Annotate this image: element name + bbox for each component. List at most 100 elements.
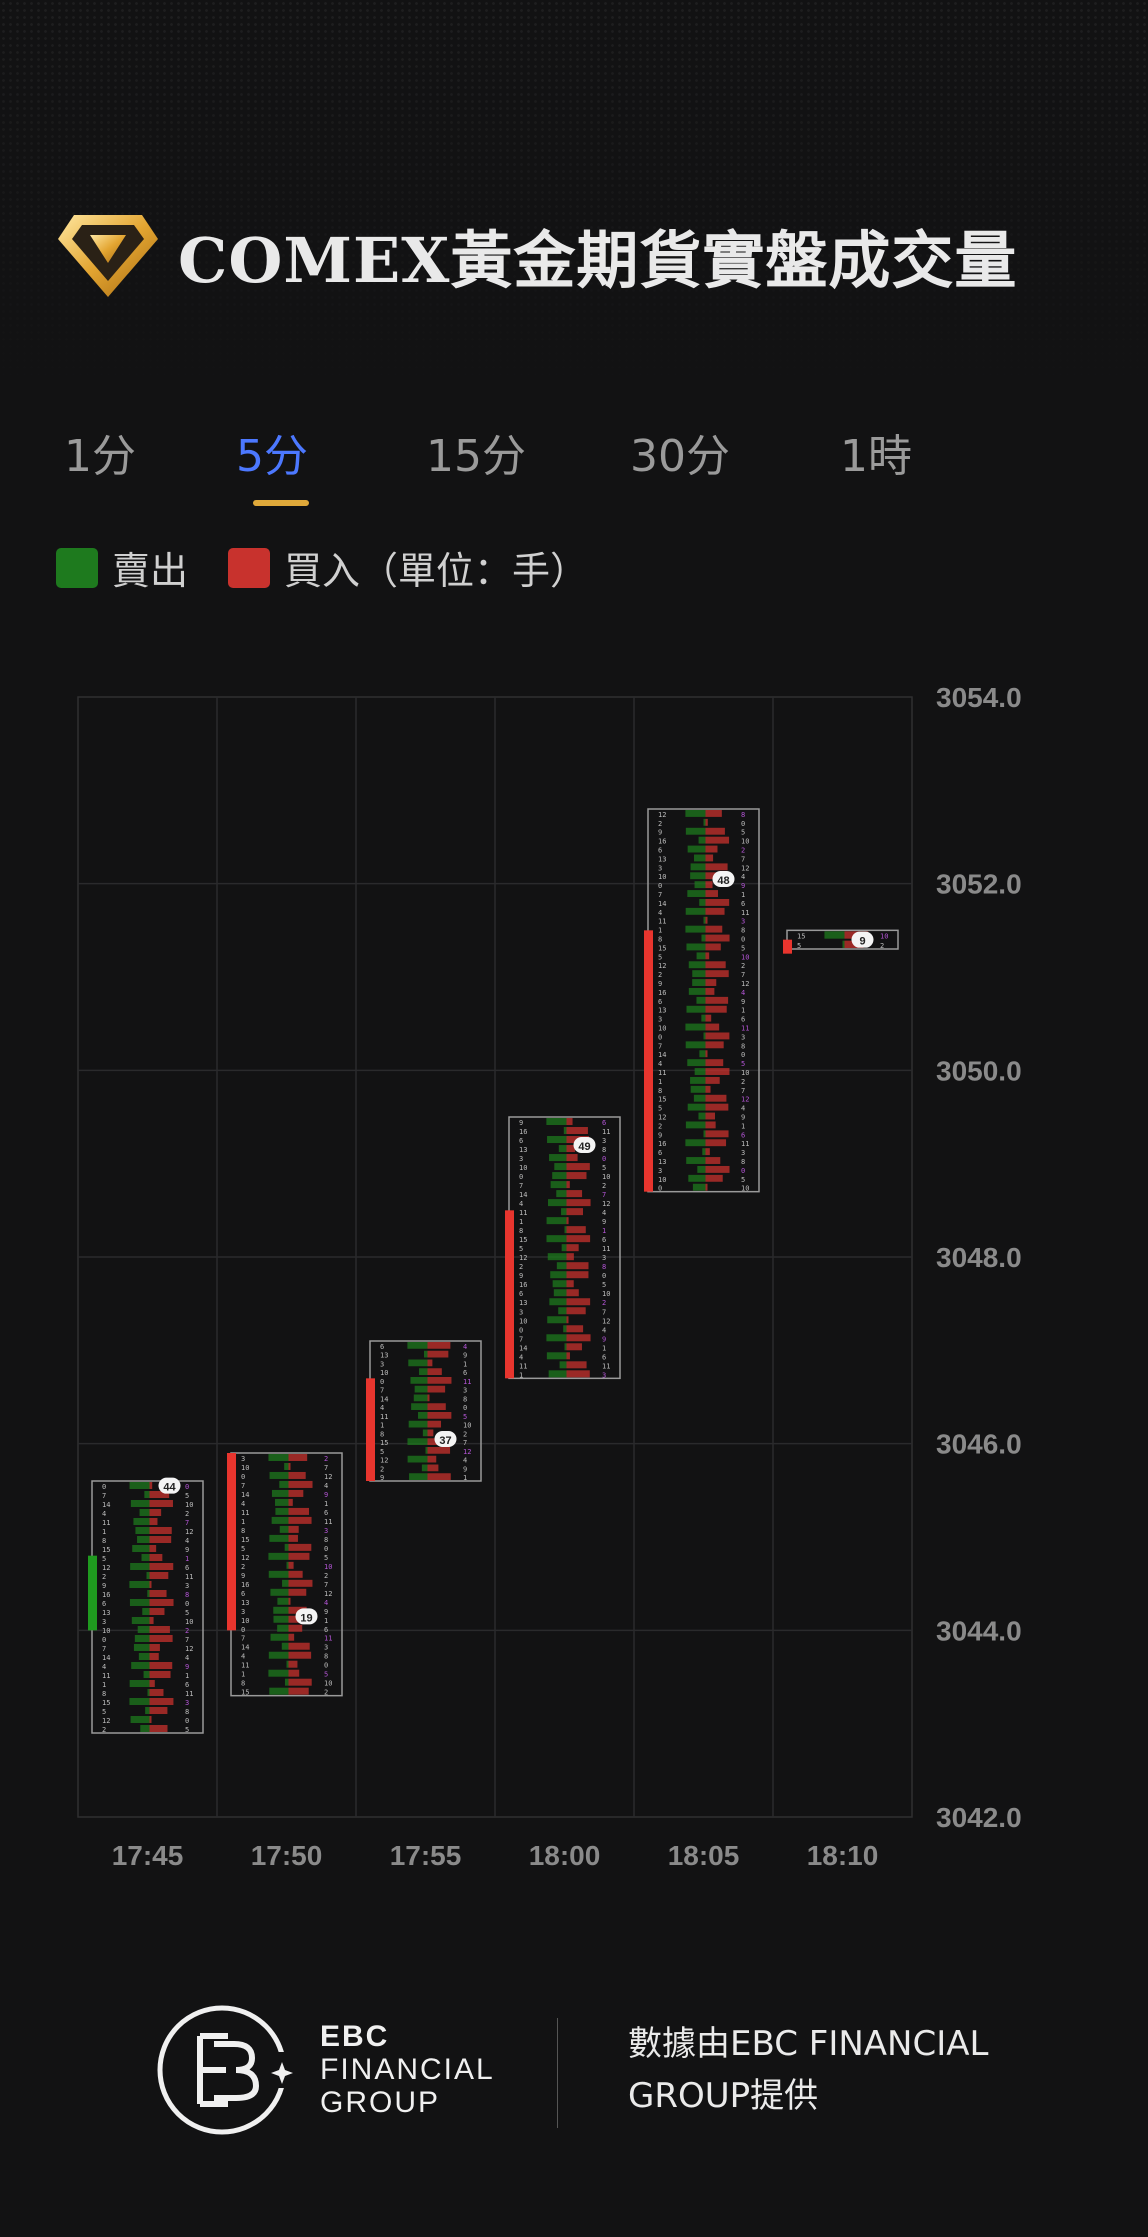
sell-volume-bar (284, 1462, 289, 1470)
buy-volume-bar (288, 1471, 306, 1479)
buy-volume-number: 1 (185, 1555, 189, 1563)
sell-volume-number: 0 (102, 1483, 106, 1491)
buy-volume-number: 11 (602, 1362, 610, 1370)
sell-volume-number: 15 (658, 944, 666, 952)
buy-volume-number: 4 (185, 1537, 189, 1545)
buy-volume-bar (705, 827, 725, 835)
buy-volume-number: 11 (741, 1024, 749, 1032)
sell-volume-number: 9 (519, 1272, 523, 1280)
sell-volume-number: 14 (241, 1644, 249, 1652)
buy-volume-bar (427, 1403, 446, 1410)
buy-volume-bar (149, 1563, 174, 1570)
sell-volume-number: 4 (102, 1663, 106, 1671)
buy-volume-bar (288, 1642, 310, 1650)
tab-1hour[interactable]: 1時 (840, 431, 912, 482)
tab-30min[interactable]: 30分 (630, 431, 730, 482)
sell-volume-number: 14 (380, 1395, 388, 1403)
buy-volume-number: 9 (324, 1491, 328, 1499)
buy-volume-bar (427, 1455, 437, 1463)
brand-name: EBC FINANCIAL GROUP (320, 2020, 495, 2119)
buy-volume-bar (705, 1050, 708, 1058)
buy-volume-number: 6 (185, 1681, 189, 1689)
buy-volume-bar (566, 1370, 590, 1378)
y-tick-label: 3042.0 (936, 1802, 1022, 1833)
tab-15min[interactable]: 15分 (426, 431, 526, 482)
sell-volume-number: 5 (380, 1448, 384, 1456)
tab-5min[interactable]: 5分 (236, 431, 308, 482)
buy-volume-number: 3 (602, 1254, 606, 1262)
buy-volume-number: 8 (185, 1591, 189, 1599)
sell-volume-bar (546, 1118, 567, 1126)
sell-volume-bar (421, 1464, 428, 1472)
buy-volume-bar (149, 1707, 168, 1714)
buy-volume-bar (705, 1068, 730, 1075)
sell-volume-number: 0 (658, 1185, 662, 1193)
buy-volume-number: 4 (324, 1482, 328, 1490)
buy-volume-number: 10 (880, 933, 888, 941)
sell-swatch (56, 547, 98, 588)
sell-volume-bar (270, 1633, 289, 1641)
sell-volume-number: 9 (241, 1572, 245, 1580)
sell-volume-bar (547, 1253, 567, 1261)
y-tick-label: 3052.0 (936, 869, 1022, 900)
sell-volume-number: 8 (241, 1680, 245, 1688)
buy-volume-number: 2 (463, 1430, 467, 1438)
buy-volume-bar (149, 1716, 152, 1723)
sell-volume-bar (824, 931, 845, 939)
sell-volume-bar (133, 1644, 150, 1651)
sell-volume-bar (418, 1412, 428, 1419)
sell-volume-number: 16 (658, 1140, 666, 1148)
buy-volume-number: 8 (741, 927, 745, 935)
buy-volume-number: 0 (741, 1167, 745, 1175)
buy-volume-number: 2 (324, 1572, 328, 1580)
sell-volume-bar (279, 1480, 289, 1488)
buy-volume-bar (149, 1545, 157, 1552)
buy-volume-number: 5 (185, 1609, 189, 1617)
sell-volume-number: 14 (519, 1344, 527, 1352)
tab-1min[interactable]: 1分 (64, 431, 136, 482)
sell-volume-bar (703, 1032, 706, 1040)
buy-volume-number: 10 (741, 1185, 749, 1193)
buy-volume-number: 8 (324, 1653, 328, 1661)
buy-volume-number: 0 (741, 820, 745, 828)
sell-volume-bar (134, 1635, 150, 1642)
sell-volume-bar (702, 1148, 706, 1156)
buy-volume-bar (427, 1385, 446, 1393)
sell-volume-number: 9 (658, 980, 662, 988)
sell-volume-number: 10 (658, 1024, 666, 1032)
buy-volume-number: 12 (602, 1200, 610, 1208)
buy-volume-bar (705, 1076, 720, 1084)
sell-volume-number: 2 (380, 1465, 384, 1473)
poc-label: 19 (300, 1612, 312, 1624)
sell-volume-bar (685, 1121, 706, 1129)
buy-volume-bar (288, 1507, 310, 1515)
sell-volume-number: 15 (519, 1236, 527, 1244)
sell-volume-bar (269, 1687, 289, 1695)
buy-volume-bar (566, 1154, 578, 1162)
sell-volume-bar (271, 1516, 289, 1524)
sell-volume-bar (268, 1570, 289, 1578)
sell-volume-bar (701, 1014, 706, 1022)
buy-volume-number: 12 (185, 1528, 193, 1536)
sell-volume-number: 10 (102, 1627, 110, 1635)
buy-volume-bar (566, 1127, 588, 1135)
sell-volume-number: 6 (380, 1343, 384, 1351)
sell-volume-number: 12 (519, 1254, 527, 1262)
sell-volume-bar (696, 952, 706, 960)
sell-volume-bar (558, 1145, 567, 1153)
buy-volume-number: 12 (463, 1448, 471, 1456)
buy-volume-number: 0 (602, 1272, 606, 1280)
data-source-text: 數據由EBC FINANCIAL GROUP提供 (628, 2024, 989, 2116)
buy-volume-bar (705, 845, 718, 853)
sell-volume-number: 13 (658, 1158, 666, 1166)
buy-volume-number: 6 (741, 1016, 745, 1024)
buy-volume-number: 3 (741, 918, 745, 926)
sell-volume-bar (131, 1662, 150, 1669)
buy-volume-number: 2 (741, 846, 745, 854)
buy-volume-bar (149, 1725, 168, 1732)
sell-volume-bar (698, 1112, 706, 1120)
x-tick-label: 18:00 (529, 1840, 601, 1871)
sell-volume-bar (137, 1536, 150, 1543)
sell-volume-bar (546, 1352, 567, 1360)
sell-volume-number: 12 (380, 1457, 388, 1465)
